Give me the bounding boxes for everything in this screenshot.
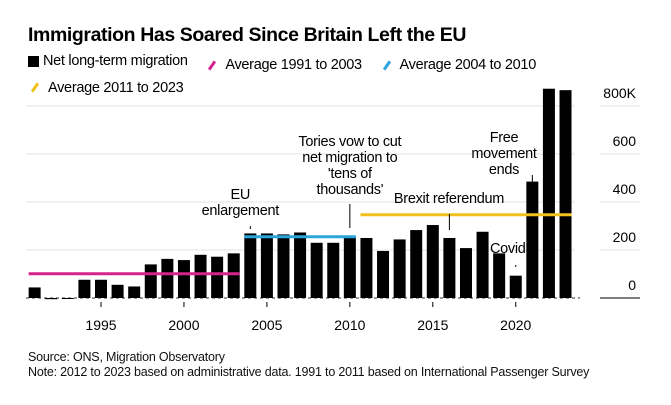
bar-1994 (78, 279, 91, 298)
y-tick-label: 0 (628, 277, 636, 293)
x-tick-label: 2000 (168, 317, 199, 333)
annotation-2010-line: Tories vow to cut (298, 134, 401, 150)
bar-2000 (177, 260, 190, 298)
bar-1998 (144, 264, 157, 298)
annotation-2021-line: Free (490, 130, 519, 146)
y-tick-label: 800K (603, 85, 636, 101)
annotation-2004-line: enlargement (202, 203, 280, 219)
bar-2017 (459, 248, 472, 298)
bar-2001 (194, 254, 207, 298)
annotation-2010-line: net migration to (302, 150, 397, 166)
chart-title: Immigration Has Soared Since Britain Lef… (28, 24, 467, 46)
x-tick-label: 2005 (251, 317, 282, 333)
legend-label: Average 2011 to 2023 (48, 79, 184, 96)
bar-2014 (410, 230, 423, 298)
bar-2008 (310, 242, 323, 298)
x-tick-label: 2020 (500, 317, 531, 333)
annotation-2020-line: Covid (490, 241, 526, 257)
bar-2005 (260, 233, 273, 298)
y-tick-label: 600 (613, 133, 637, 149)
legend-item-avg-1991-2003: Average 1991 to 2003 (205, 55, 362, 75)
bar-2006 (277, 234, 290, 298)
annotation-2010-line: thousands' (317, 182, 384, 198)
legend-label: Average 2004 to 2010 (399, 57, 537, 73)
legend-item-avg-2011-2023: Average 2011 to 2023 (28, 78, 184, 98)
bar-2011 (360, 238, 373, 298)
legend: Net long-term migration Average 1991 to … (28, 51, 648, 98)
bar-1993 (61, 298, 74, 299)
bar-1996 (111, 284, 124, 298)
y-tick-label: 200 (613, 229, 637, 245)
source-text: Source: ONS, Migration Observatory (28, 350, 225, 364)
y-tick-label: 400 (613, 181, 637, 197)
annotation-2010-line: 'tens of (328, 166, 373, 182)
x-tick-label: 2010 (334, 317, 365, 333)
bar-1995 (95, 279, 107, 298)
bar-1992 (45, 298, 58, 300)
bar-2003 (227, 253, 240, 298)
bar-2022 (542, 88, 555, 298)
note-text: Note: 2012 to 2023 based on administrati… (28, 365, 590, 379)
annotation-2016-line: Brexit referendum (394, 191, 504, 207)
bar-2002 (211, 256, 224, 298)
legend-item-net-migration: Net long-term migration (28, 51, 188, 71)
legend-label: Average 1991 to 2003 (225, 57, 362, 73)
bar-2010 (343, 236, 356, 298)
bar-1991 (28, 287, 41, 298)
x-tick-label: 2015 (417, 317, 448, 333)
bar-2021 (526, 181, 539, 298)
bar-1997 (128, 286, 141, 298)
legend-label: Net long-term migration (43, 53, 188, 69)
annotation-2021-line: movement (471, 146, 537, 162)
annotation-2004-line: EU (231, 187, 251, 203)
x-tick-label: 1995 (85, 317, 116, 333)
bar-2013 (393, 239, 406, 298)
bar-2012 (377, 250, 390, 298)
bar-2019 (493, 253, 506, 298)
bar-1999 (161, 258, 174, 298)
bar-2007 (294, 232, 307, 298)
bar-2018 (476, 231, 489, 298)
annotation-2021-line: ends (489, 162, 519, 178)
bar-2020 (509, 275, 522, 298)
legend-swatch-net-migration (28, 55, 39, 67)
bar-2016 (443, 238, 456, 298)
bar-2023 (559, 90, 572, 298)
legend-item-avg-2004-2010: Average 2004 to 2010 (380, 55, 536, 75)
bar-2004 (244, 233, 257, 298)
bar-2015 (426, 225, 439, 298)
footer: Source: ONS, Migration Observatory Note:… (28, 350, 589, 380)
bar-2009 (327, 242, 340, 298)
